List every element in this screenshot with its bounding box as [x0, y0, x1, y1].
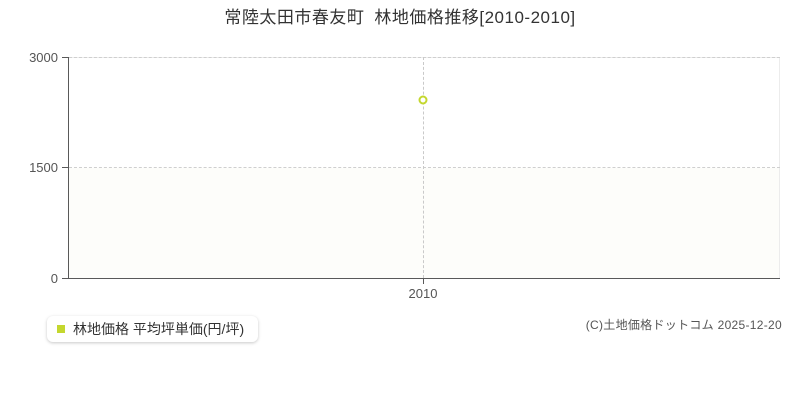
y-tick-mark-1500 — [62, 167, 68, 168]
copyright-credit: (C)土地価格ドットコム 2025-12-20 — [585, 318, 782, 332]
chart-title: 常陸太田市春友町 林地価格推移[2010-2010] — [0, 7, 800, 29]
x-tick-label-2010: 2010 — [408, 286, 438, 301]
gridline-x-2010 — [423, 57, 424, 278]
y-tick-mark-3000 — [62, 57, 68, 58]
x-tick-mark-2010 — [423, 278, 424, 284]
legend-swatch-icon — [57, 325, 65, 333]
gridline-y-3000 — [69, 57, 780, 58]
gridline-y-1500 — [69, 167, 780, 168]
x-axis-line — [68, 278, 780, 279]
legend-item-label: 林地価格 平均坪単価(円/坪) — [73, 321, 245, 337]
chart-title-main: 常陸太田市春友町 — [224, 8, 365, 27]
y-axis-line — [68, 57, 69, 279]
y-tick-label-1500: 1500 — [29, 160, 58, 175]
plot-background-tint — [68, 167, 780, 278]
y-tick-mark-0 — [62, 278, 68, 279]
y-tick-label-0: 0 — [50, 271, 58, 286]
data-point-2010[interactable] — [418, 95, 428, 105]
chart-title-range: 林地価格推移[2010-2010] — [374, 8, 576, 27]
chart-legend[interactable]: 林地価格 平均坪単価(円/坪) — [47, 316, 259, 342]
y-tick-label-3000: 3000 — [29, 50, 58, 65]
